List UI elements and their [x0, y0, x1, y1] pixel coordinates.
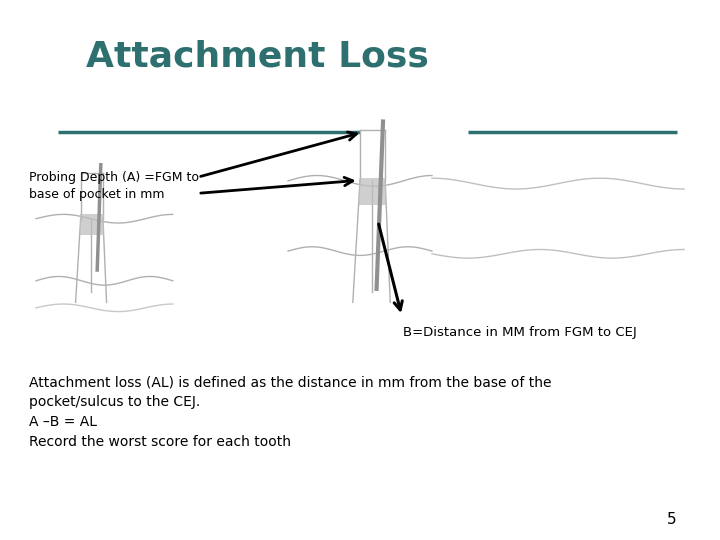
- Text: 5: 5: [667, 511, 677, 526]
- Text: Probing Depth (A) =FGM to
base of pocket in mm: Probing Depth (A) =FGM to base of pocket…: [29, 171, 199, 201]
- Text: B=Distance in MM from FGM to CEJ: B=Distance in MM from FGM to CEJ: [403, 326, 637, 339]
- Text: Attachment Loss: Attachment Loss: [86, 40, 429, 73]
- FancyBboxPatch shape: [359, 178, 386, 205]
- FancyBboxPatch shape: [80, 214, 104, 235]
- Text: Attachment loss (AL) is defined as the distance in mm from the base of the
pocke: Attachment loss (AL) is defined as the d…: [29, 375, 552, 449]
